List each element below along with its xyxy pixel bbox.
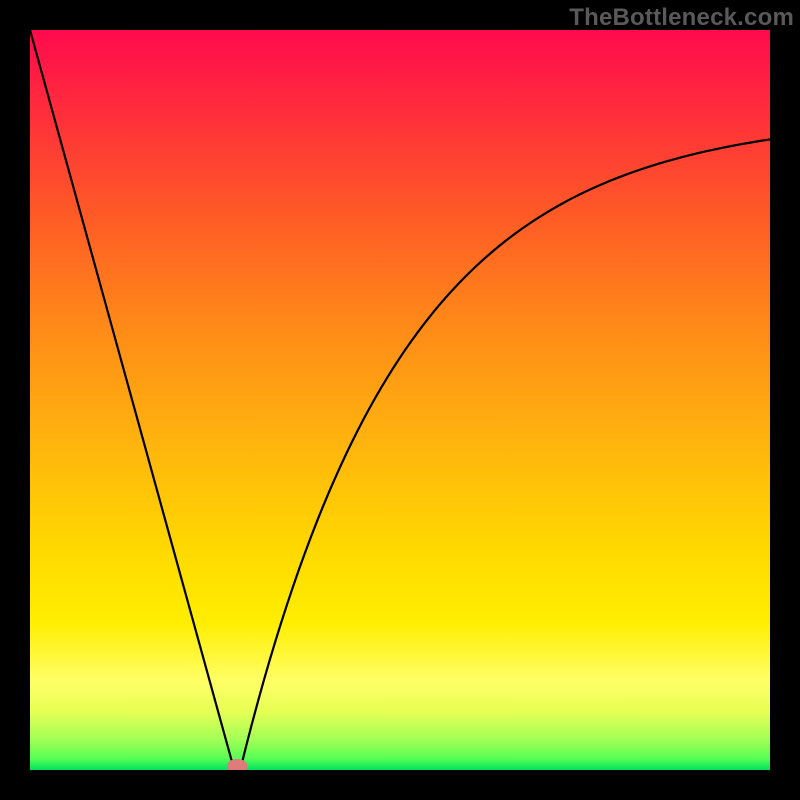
chart-svg [30, 30, 770, 770]
chart-background [30, 30, 770, 770]
watermark-text: TheBottleneck.com [569, 4, 794, 32]
plot-area [30, 30, 770, 770]
chart-frame: TheBottleneck.com [0, 0, 800, 800]
